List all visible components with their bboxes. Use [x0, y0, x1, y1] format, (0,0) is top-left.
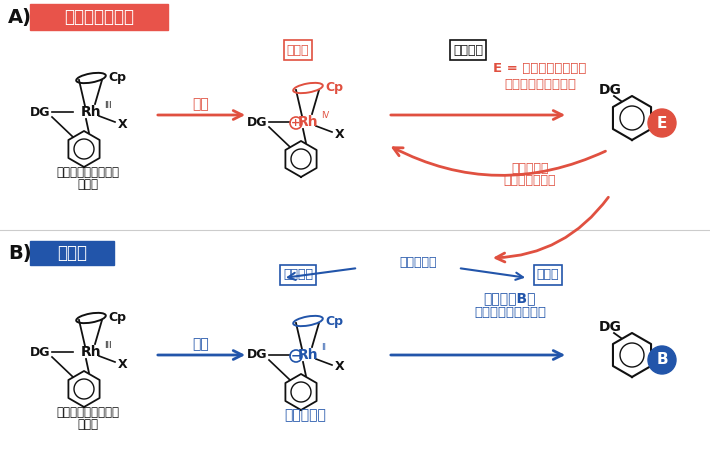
- Text: 酸化: 酸化: [192, 97, 209, 111]
- Text: DG: DG: [599, 83, 621, 97]
- Text: Rh: Rh: [297, 348, 318, 362]
- Text: Cp: Cp: [325, 315, 343, 328]
- Text: X: X: [335, 128, 344, 140]
- Text: III: III: [104, 340, 111, 349]
- Text: （電気陽性な元素）: （電気陽性な元素）: [474, 306, 546, 320]
- Text: （電気陰性な元素）: （電気陰性な元素）: [504, 78, 576, 91]
- Text: A): A): [8, 8, 32, 28]
- Text: X: X: [118, 358, 128, 371]
- Text: +: +: [291, 118, 300, 128]
- Text: DG: DG: [599, 320, 621, 334]
- Text: 相性が良い: 相性が良い: [399, 255, 437, 268]
- Text: X: X: [335, 360, 344, 373]
- Text: II: II: [321, 344, 326, 353]
- Circle shape: [648, 109, 676, 137]
- Text: DG: DG: [246, 116, 267, 128]
- Text: （プラス同士）: （プラス同士）: [504, 175, 556, 188]
- Text: −: −: [291, 349, 301, 363]
- Text: プラス: プラス: [537, 268, 559, 281]
- Text: マイナス: マイナス: [453, 43, 483, 56]
- Text: ホウ素（B）: ホウ素（B）: [484, 291, 536, 305]
- Text: X: X: [118, 117, 128, 130]
- Text: B: B: [656, 353, 668, 367]
- Text: DG: DG: [30, 105, 50, 118]
- Text: 相性が悪い: 相性が悪い: [511, 162, 549, 175]
- Text: E = 炭素・窒素・酸素: E = 炭素・窒素・酸素: [493, 61, 586, 74]
- Text: 型錯体: 型錯体: [77, 418, 99, 431]
- Text: IV: IV: [321, 110, 329, 120]
- Text: DG: DG: [246, 348, 267, 361]
- Text: B): B): [8, 243, 32, 262]
- Text: E: E: [657, 116, 667, 130]
- FancyBboxPatch shape: [30, 4, 168, 30]
- Text: Rh: Rh: [81, 345, 102, 359]
- Text: プラス: プラス: [287, 43, 310, 56]
- Text: ハーフサンドイッチ: ハーフサンドイッチ: [57, 165, 119, 178]
- Text: マイナス: マイナス: [283, 268, 313, 281]
- Text: Cp: Cp: [325, 81, 343, 95]
- Circle shape: [648, 346, 676, 374]
- Text: 型錯体: 型錯体: [77, 177, 99, 190]
- Text: III: III: [104, 101, 111, 109]
- Text: Cp: Cp: [108, 72, 126, 85]
- Text: ハーフサンドイッチ: ハーフサンドイッチ: [57, 406, 119, 419]
- Text: 本研究: 本研究: [57, 244, 87, 262]
- Text: DG: DG: [30, 346, 50, 359]
- Text: Rh: Rh: [297, 115, 318, 129]
- FancyBboxPatch shape: [30, 241, 114, 265]
- Text: 還元: 還元: [192, 337, 209, 351]
- Text: これまでの研究: これまでの研究: [64, 8, 134, 26]
- Text: Cp: Cp: [108, 311, 126, 324]
- Text: Rh: Rh: [81, 105, 102, 119]
- Text: アート錯体: アート錯体: [284, 408, 326, 422]
